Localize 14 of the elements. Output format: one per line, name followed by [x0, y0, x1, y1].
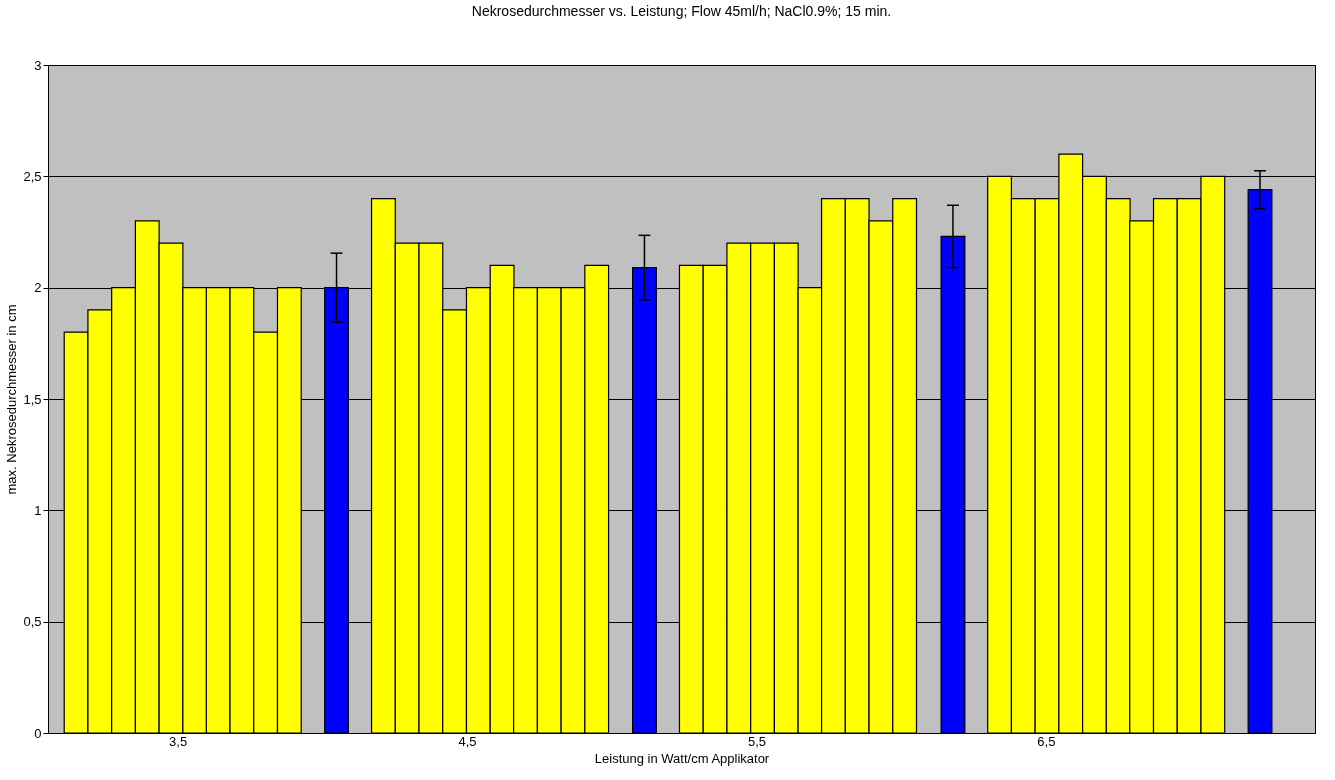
x-tick-label: 6,5	[1037, 733, 1056, 749]
y-tick-label: 2	[34, 280, 42, 296]
y-tick-label: 3	[34, 57, 42, 73]
y-axis-title: max. Nekrosedurchmesser in cm	[4, 304, 20, 495]
x-axis-title: Leistung in Watt/cm Applikator	[594, 750, 770, 766]
y-tick-label: 1,5	[23, 391, 42, 407]
y-tick-label: 1	[34, 502, 42, 518]
chart-title: Nekrosedurchmesser vs. Leistung; Flow 45ml/h; NaCl0.9%; 15 min.	[471, 3, 892, 19]
x-tick-label: 5,5	[747, 733, 766, 749]
x-tick-label: 3,5	[169, 733, 188, 749]
y-tick-label: 0,5	[23, 614, 42, 630]
x-tick-label: 4,5	[458, 733, 477, 749]
y-tick-label: 0	[34, 725, 42, 741]
y-tick-label: 2,5	[23, 168, 42, 184]
